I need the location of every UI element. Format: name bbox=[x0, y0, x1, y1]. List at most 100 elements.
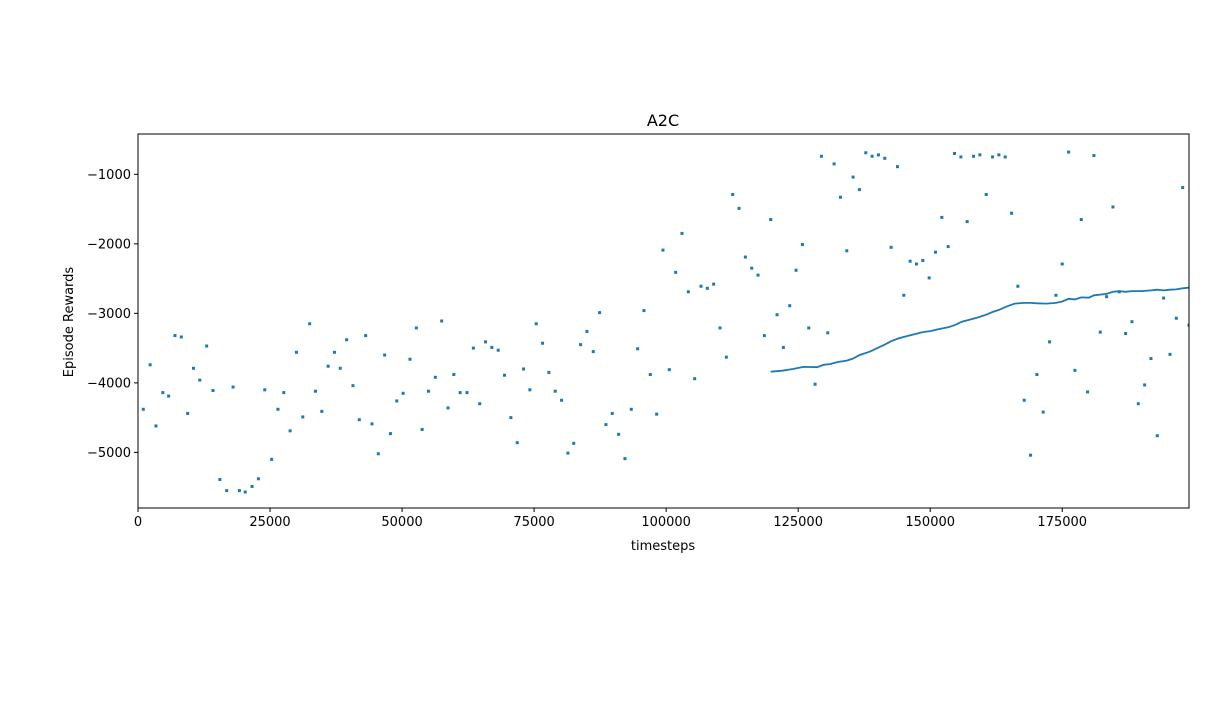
scatter-point bbox=[864, 151, 868, 155]
scatter-point bbox=[642, 309, 646, 313]
scatter-point bbox=[972, 154, 976, 158]
scatter-point bbox=[276, 407, 280, 411]
scatter-point bbox=[370, 422, 374, 426]
plot-marks bbox=[141, 150, 1189, 494]
scatter-point bbox=[218, 477, 222, 481]
y-axis-label: Episode Rewards bbox=[62, 267, 77, 378]
scatter-point bbox=[1048, 340, 1052, 344]
scatter-point bbox=[813, 382, 817, 386]
scatter-point bbox=[617, 432, 621, 436]
scatter-point bbox=[718, 326, 722, 330]
scatter-point bbox=[408, 357, 412, 361]
scatter-point bbox=[661, 248, 665, 252]
x-tick-label: 25000 bbox=[249, 515, 290, 530]
scatter-point bbox=[173, 334, 177, 338]
scatter-point bbox=[585, 329, 589, 333]
scatter-point bbox=[465, 391, 469, 395]
scatter-point bbox=[927, 276, 931, 280]
scatter-point bbox=[953, 151, 957, 155]
scatter-point bbox=[781, 345, 785, 349]
scatter-point bbox=[364, 334, 368, 338]
scatter-point bbox=[667, 368, 671, 372]
scatter-point bbox=[332, 350, 336, 354]
scatter-point bbox=[978, 153, 982, 157]
scatter-point bbox=[826, 331, 830, 335]
scatter-point bbox=[534, 322, 538, 326]
scatter-point bbox=[737, 206, 741, 210]
scatter-point bbox=[141, 407, 145, 411]
scatter-point bbox=[921, 259, 925, 263]
scatter-point bbox=[566, 451, 570, 455]
scatter-point bbox=[308, 322, 312, 326]
scatter-point bbox=[388, 432, 392, 436]
scatter-point bbox=[857, 188, 861, 192]
scatter-point bbox=[845, 249, 849, 253]
scatter-point bbox=[478, 402, 482, 406]
scatter-point bbox=[446, 406, 450, 410]
x-tick-label: 50000 bbox=[381, 515, 422, 530]
scatter-point bbox=[357, 418, 361, 422]
x-axis-label: timesteps bbox=[631, 539, 695, 554]
scatter-point bbox=[870, 154, 874, 158]
plot-area bbox=[141, 150, 1189, 494]
scatter-point bbox=[186, 411, 190, 415]
scatter-point bbox=[762, 334, 766, 338]
scatter-point bbox=[282, 391, 286, 395]
scatter-point bbox=[1016, 284, 1020, 288]
scatter-point bbox=[655, 412, 659, 416]
scatter-point bbox=[1098, 330, 1102, 334]
scatter-point bbox=[788, 304, 792, 308]
y-tick-label: −4000 bbox=[87, 376, 131, 391]
scatter-point bbox=[1010, 211, 1014, 215]
scatter-point bbox=[940, 215, 944, 219]
scatter-point bbox=[179, 335, 183, 339]
y-tick-label: −3000 bbox=[87, 307, 131, 322]
scatter-point bbox=[1187, 323, 1189, 327]
scatter-point bbox=[1054, 293, 1058, 297]
scatter-point bbox=[326, 364, 330, 368]
scatter-point bbox=[338, 366, 342, 370]
scatter-point bbox=[946, 245, 950, 249]
scatter-point bbox=[313, 389, 317, 393]
scatter-point bbox=[699, 284, 703, 288]
scatter-point bbox=[528, 388, 532, 392]
scatter-point bbox=[547, 370, 551, 374]
moving-average-line bbox=[770, 286, 1189, 373]
scatter-point bbox=[636, 347, 640, 351]
scatter-point bbox=[490, 345, 494, 349]
scatter-point bbox=[623, 457, 627, 461]
scatter-point bbox=[959, 155, 963, 159]
scatter-point bbox=[231, 385, 235, 389]
scatter-point bbox=[895, 165, 899, 169]
scatter-point bbox=[148, 363, 152, 367]
scatter-point bbox=[579, 343, 583, 347]
scatter-point bbox=[832, 162, 836, 166]
scatter-point bbox=[225, 489, 229, 493]
scatter-point bbox=[211, 389, 215, 393]
scatter-point bbox=[376, 452, 380, 456]
scatter-point bbox=[401, 391, 405, 395]
scatter-point bbox=[1105, 295, 1109, 299]
scatter-point bbox=[243, 490, 247, 494]
scatter-point bbox=[541, 341, 545, 345]
scatter-point bbox=[383, 353, 387, 357]
scatter-point bbox=[553, 389, 557, 393]
scatter-point bbox=[1149, 357, 1153, 361]
scatter-point bbox=[807, 326, 811, 330]
scatter-point bbox=[914, 262, 918, 266]
scatter-point bbox=[1111, 205, 1115, 209]
x-tick-label: 125000 bbox=[773, 515, 823, 530]
scatter-point bbox=[933, 250, 937, 254]
scatter-point bbox=[440, 319, 444, 323]
scatter-point bbox=[198, 378, 202, 382]
scatter-point bbox=[686, 290, 690, 294]
scatter-point bbox=[560, 398, 564, 402]
scatter-point bbox=[693, 377, 697, 381]
scatter-point bbox=[591, 350, 595, 354]
scatter-point bbox=[902, 293, 906, 297]
scatter-point bbox=[301, 415, 305, 419]
scatter-point bbox=[161, 391, 165, 395]
scatter-point bbox=[984, 192, 988, 196]
